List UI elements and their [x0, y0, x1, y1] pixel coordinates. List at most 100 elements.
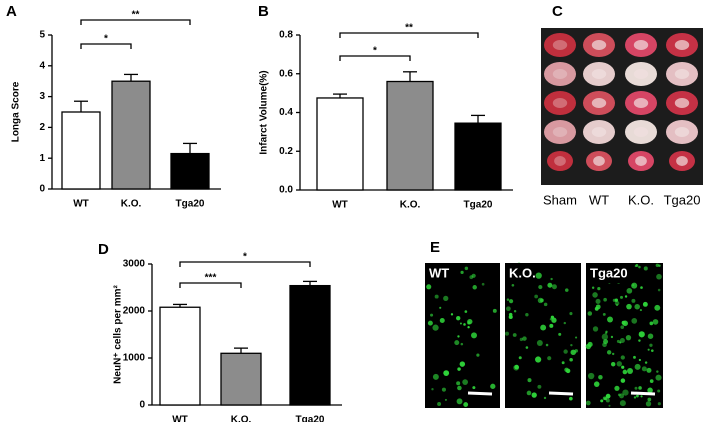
brain-slices: [544, 33, 698, 171]
cell: [640, 286, 643, 289]
cell: [439, 317, 445, 324]
significance-bracket: [339, 55, 411, 61]
cell: [550, 315, 555, 319]
cell: [587, 372, 595, 380]
cell: [492, 308, 497, 313]
cell: [463, 323, 466, 326]
label-backing: [505, 263, 535, 283]
cell: [585, 343, 592, 350]
cell: [656, 370, 659, 373]
cell: [525, 313, 529, 317]
y-axis-label: NeuN⁺ cells per mm²: [113, 285, 124, 384]
cell: [638, 265, 641, 269]
brain-core: [633, 127, 649, 137]
y-tick-label: 0: [139, 400, 145, 411]
brain-core: [593, 156, 605, 166]
cell: [657, 288, 661, 292]
cell: [598, 374, 603, 380]
micrograph: [505, 263, 581, 408]
cell: [644, 361, 648, 364]
cell: [645, 401, 652, 407]
cell: [638, 331, 645, 338]
cell: [513, 310, 517, 313]
cell: [620, 295, 624, 299]
cell: [641, 366, 647, 372]
cell: [647, 397, 652, 402]
cell: [592, 292, 598, 298]
cell: [656, 273, 662, 280]
cell: [632, 284, 635, 287]
cell: [575, 336, 578, 339]
cell: [638, 358, 641, 362]
cell: [620, 378, 626, 383]
cell: [631, 282, 638, 289]
cell: [654, 304, 661, 311]
image-label: Tga20: [590, 265, 628, 280]
cell: [657, 389, 661, 393]
cell: [569, 396, 573, 401]
brain-core: [633, 69, 649, 79]
cell: [450, 313, 454, 316]
cell: [616, 361, 622, 367]
cell: [616, 339, 620, 343]
cell: [627, 368, 634, 375]
panel-label: D: [98, 241, 109, 258]
cell: [621, 365, 625, 369]
cell: [647, 333, 654, 339]
x-tick-label: Tga20: [176, 199, 205, 210]
cell: [565, 288, 569, 292]
brain-slice: [544, 91, 576, 115]
cell: [526, 390, 532, 396]
cell: [527, 378, 532, 383]
panel-label: A: [6, 3, 17, 20]
cell: [462, 379, 468, 385]
cell: [652, 319, 659, 325]
significance-bracket: [80, 19, 191, 25]
cell: [512, 333, 517, 337]
cell: [574, 349, 578, 353]
label-backing: [586, 263, 630, 283]
cell: [619, 400, 626, 407]
y-tick-label: 0: [39, 184, 45, 195]
cell: [518, 356, 522, 360]
cell: [620, 325, 625, 329]
y-tick-label: 2000: [123, 306, 146, 317]
cell: [602, 396, 607, 401]
x-tick-label: K.O.: [121, 199, 142, 210]
cell: [604, 331, 608, 335]
cell: [605, 398, 610, 403]
brain-core: [591, 98, 607, 108]
cell: [595, 298, 601, 304]
cell: [646, 367, 652, 373]
cell: [508, 299, 514, 304]
bar: [316, 97, 364, 191]
brain-slice: [544, 33, 576, 57]
cell: [614, 300, 620, 306]
y-tick-label: 0.0: [279, 185, 293, 196]
cell: [476, 353, 480, 357]
cell: [561, 361, 565, 365]
y-tick-label: 1000: [123, 353, 146, 364]
cell: [537, 297, 544, 304]
cell: [514, 364, 519, 370]
cell: [634, 363, 641, 370]
bar: [111, 80, 151, 190]
column-label: Sham: [543, 192, 577, 207]
panel-label: B: [258, 3, 269, 20]
scale-bar: [630, 391, 656, 396]
cell: [636, 394, 639, 398]
cell: [638, 386, 642, 390]
cell: [506, 306, 511, 312]
brain-core: [633, 40, 649, 50]
cell: [437, 401, 442, 406]
cell: [649, 379, 654, 383]
brain-slice: [547, 151, 573, 171]
bar: [159, 306, 201, 406]
x-tick-label: K.O.: [400, 200, 421, 211]
cell: [608, 404, 611, 407]
cell: [606, 350, 612, 355]
brain-core: [674, 98, 690, 108]
cell: [537, 384, 542, 389]
cell: [603, 297, 607, 302]
